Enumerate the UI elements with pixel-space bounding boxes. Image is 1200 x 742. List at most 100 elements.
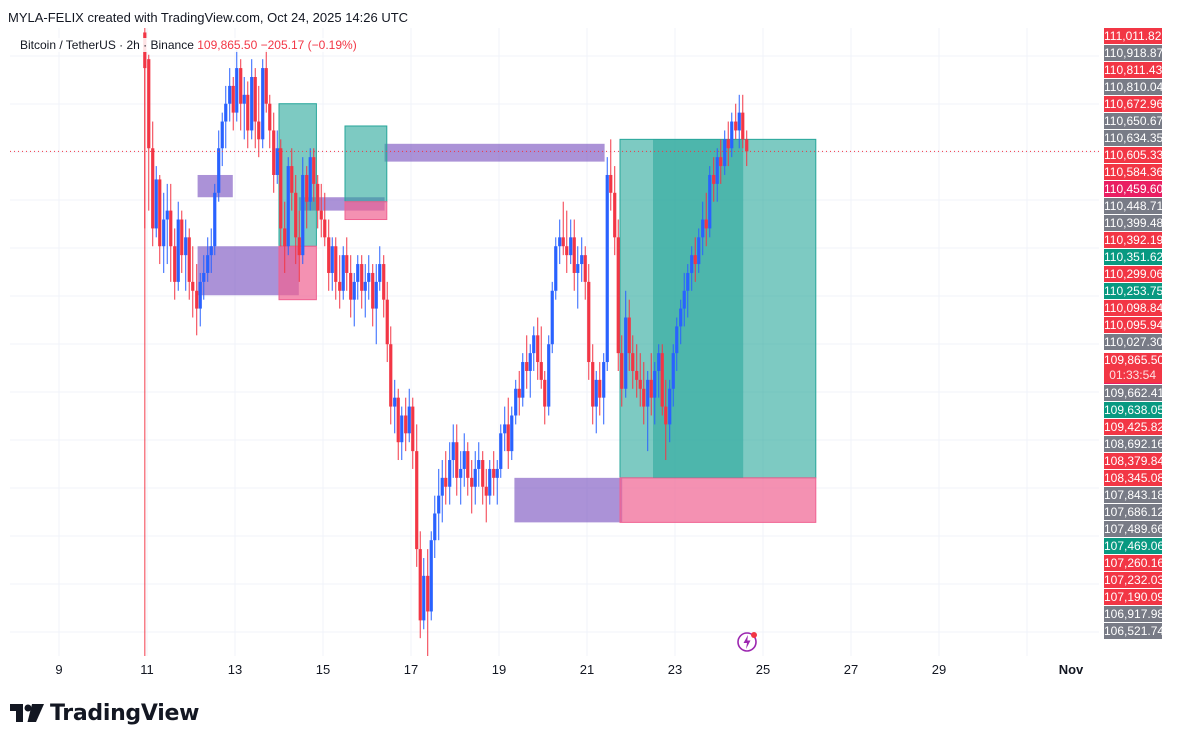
- candle-body: [675, 326, 679, 354]
- candle-body: [206, 255, 210, 273]
- candle-body: [165, 210, 169, 220]
- candle-body: [246, 94, 250, 131]
- candle-body: [686, 272, 690, 291]
- price-label: 110,584.36: [1104, 164, 1164, 180]
- price-chart[interactable]: [10, 28, 1099, 656]
- candle-body: [301, 174, 305, 256]
- candle-body: [187, 237, 191, 282]
- candle-body: [308, 157, 312, 202]
- candle-body: [426, 575, 430, 612]
- candle-body: [646, 379, 650, 407]
- candle-body: [701, 219, 705, 238]
- candle-body: [180, 219, 184, 256]
- candle-body: [154, 179, 158, 229]
- price-label: 107,190.09: [1104, 589, 1165, 605]
- candle-body: [693, 255, 697, 265]
- candle-body: [616, 237, 620, 354]
- candle-body: [253, 76, 257, 122]
- candle-body: [352, 281, 356, 300]
- candle-body: [213, 192, 217, 247]
- candle-body: [602, 362, 606, 398]
- candle-body: [147, 59, 151, 149]
- candle-body: [429, 540, 433, 612]
- price-label: 110,351.62: [1104, 249, 1164, 265]
- candle-body: [198, 281, 202, 309]
- position-target-zone: [344, 125, 388, 203]
- date-label: 13: [227, 662, 243, 677]
- candle-body: [415, 451, 419, 550]
- candle-body: [209, 246, 213, 256]
- candle-body: [404, 415, 408, 434]
- candle-body: [330, 246, 334, 273]
- candle-body: [217, 148, 221, 193]
- date-label: 25: [755, 662, 771, 677]
- candle-body: [312, 157, 316, 184]
- price-label: 109,425.82: [1104, 419, 1165, 435]
- price-label: 110,634.35: [1104, 130, 1164, 146]
- candle-body: [316, 183, 320, 211]
- date-label: 21: [579, 662, 595, 677]
- candle-body: [470, 477, 474, 487]
- candle-body: [726, 139, 730, 149]
- price-label: 110,605.33: [1104, 147, 1164, 163]
- candle-body: [492, 468, 496, 478]
- candle-body: [649, 379, 653, 398]
- candle-body: [272, 130, 276, 175]
- date-label: 29: [931, 662, 947, 677]
- price-label: 110,448.71: [1104, 198, 1164, 214]
- candle-body: [521, 362, 525, 398]
- candle-body: [624, 317, 628, 389]
- candle-body: [631, 353, 635, 371]
- price-label: 107,232.03: [1104, 572, 1165, 588]
- candle-body: [151, 148, 155, 229]
- candle-body: [323, 219, 327, 238]
- candle-body: [264, 68, 268, 104]
- candle-body: [561, 237, 565, 247]
- candle-body: [598, 379, 602, 398]
- candle-body: [418, 549, 422, 621]
- candle-body: [356, 264, 360, 282]
- candle-body: [444, 477, 448, 487]
- candle-body: [484, 486, 488, 496]
- candle-body: [371, 272, 375, 309]
- date-label: 9: [55, 662, 63, 677]
- candle-body: [275, 148, 279, 175]
- candle-body: [517, 388, 521, 398]
- price-label: 107,469.06: [1104, 538, 1165, 554]
- price-label: 109,638.05: [1104, 402, 1165, 418]
- time-axis[interactable]: 9 11 13 15 17 19 21 23 25 27 29 Nov: [10, 656, 1099, 684]
- price-label: 110,918.87: [1104, 45, 1164, 61]
- attribution-header: MYLA-FELIX created with TradingView.com,…: [8, 10, 409, 25]
- candle-body: [202, 272, 206, 282]
- candle-body: [162, 219, 166, 247]
- lightning-event-icon[interactable]: [737, 630, 759, 657]
- price-label: 110,095.94: [1104, 317, 1164, 333]
- candle-body: [682, 290, 686, 309]
- candle-body: [532, 335, 536, 354]
- price-label: 110,810.04: [1104, 79, 1164, 95]
- candle-body: [613, 192, 617, 238]
- candle-body: [169, 210, 173, 247]
- candle-body: [583, 255, 587, 282]
- bar-countdown: 01:33:54: [1109, 368, 1156, 382]
- candle-body: [510, 415, 514, 452]
- candle-body: [473, 468, 477, 487]
- candle-body: [734, 121, 738, 131]
- candle-body: [462, 451, 466, 469]
- symbol-legend[interactable]: Bitcoin / TetherUS · 2h · Binance 109,86…: [18, 38, 359, 52]
- positions-layer: [278, 103, 817, 523]
- candle-body: [638, 379, 642, 389]
- candle-body: [657, 353, 661, 371]
- price-label: 108,345.08: [1104, 470, 1165, 486]
- candle-body: [477, 460, 481, 469]
- candle-body: [334, 246, 338, 282]
- price-axis[interactable]: 111,011.82 110,918.87 110,811.43 110,810.04…: [1104, 28, 1200, 656]
- candle-body: [220, 121, 224, 149]
- position-stop-zone: [278, 245, 317, 301]
- candle-body: [451, 442, 455, 461]
- candle-body: [319, 210, 323, 220]
- price-label: 109,662.41: [1104, 385, 1165, 401]
- candle-body: [572, 237, 576, 273]
- candle-body: [455, 442, 459, 478]
- date-label: 23: [667, 662, 683, 677]
